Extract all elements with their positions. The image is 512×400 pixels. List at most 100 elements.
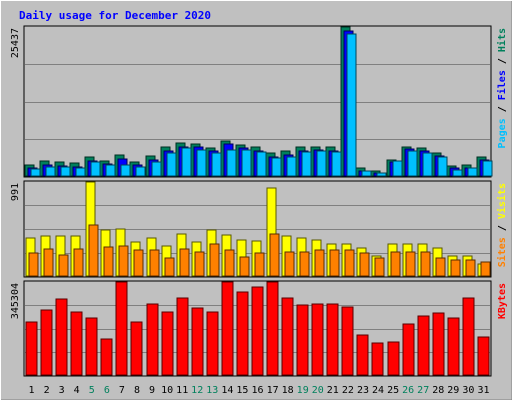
bar-pages-day-22 bbox=[346, 33, 357, 177]
bar-pages-day-17 bbox=[271, 157, 282, 177]
x-tick-label: 18 bbox=[282, 385, 294, 396]
x-tick-label: 8 bbox=[134, 385, 140, 396]
bar-sites-day-10 bbox=[164, 257, 175, 277]
bar-kbytes-day-14 bbox=[221, 281, 234, 376]
x-tick-label: 26 bbox=[402, 385, 414, 396]
x-tick-label: 15 bbox=[236, 385, 248, 396]
x-tick-label: 22 bbox=[342, 385, 354, 396]
bar-kbytes-day-31 bbox=[477, 336, 490, 376]
panel-visits-sites: 991 Sites / Visits bbox=[10, 180, 508, 278]
panel-legend: Sites / Visits bbox=[496, 183, 508, 267]
bar-sites-day-19 bbox=[299, 251, 310, 277]
chart-title: Daily usage for December 2020 bbox=[19, 9, 211, 22]
bar-pages-day-15 bbox=[241, 149, 252, 177]
x-axis-labels: 1 2 3 4 5 6 7 8 9 10 11 12 13 14 15 16 17 18 19 20 21 22 23 24 2… bbox=[28, 385, 489, 396]
bar-kbytes-day-15 bbox=[236, 291, 249, 376]
bar-sites-day-16 bbox=[254, 252, 265, 277]
legend-entry: Pages bbox=[497, 118, 508, 148]
bar-pages-day-24 bbox=[376, 172, 387, 177]
bar-sites-day-17 bbox=[269, 233, 280, 277]
bar-sites-day-4 bbox=[73, 248, 84, 277]
bar-sites-day-3 bbox=[58, 254, 69, 277]
panel-max-label: 25437 bbox=[10, 28, 21, 58]
bar-sites-day-31 bbox=[480, 261, 491, 277]
legend-entry: Hits bbox=[496, 28, 508, 52]
bar-sites-day-25 bbox=[390, 251, 401, 277]
bar-kbytes-day-6 bbox=[100, 338, 113, 376]
bar-kbytes-day-7 bbox=[115, 281, 128, 376]
bar-sites-day-11 bbox=[179, 248, 190, 277]
x-tick-label: 27 bbox=[417, 385, 429, 396]
bar-pages-day-19 bbox=[301, 151, 312, 177]
bar-pages-day-12 bbox=[196, 149, 207, 177]
bar-pages-day-2 bbox=[45, 166, 56, 177]
bar-kbytes-day-19 bbox=[296, 304, 309, 376]
bar-pages-day-9 bbox=[151, 161, 162, 177]
bar-sites-day-24 bbox=[374, 257, 385, 277]
bar-sites-day-15 bbox=[239, 256, 250, 277]
bar-sites-day-14 bbox=[224, 249, 235, 277]
bar-sites-day-21 bbox=[329, 249, 340, 277]
x-tick-label: 17 bbox=[267, 385, 279, 396]
bar-pages-day-5 bbox=[90, 161, 101, 177]
bar-kbytes-day-1 bbox=[25, 321, 38, 376]
x-tick-label: 19 bbox=[297, 385, 309, 396]
bar-kbytes-day-3 bbox=[55, 298, 68, 376]
bar-sites-day-20 bbox=[314, 249, 325, 277]
bar-kbytes-day-25 bbox=[387, 341, 400, 376]
bar-kbytes-day-2 bbox=[40, 309, 53, 376]
bar-sites-day-1 bbox=[28, 252, 39, 277]
bar-kbytes-day-29 bbox=[447, 317, 460, 376]
bar-pages-day-14 bbox=[226, 149, 237, 177]
bar-sites-day-29 bbox=[450, 259, 461, 277]
x-tick-label: 4 bbox=[74, 385, 80, 396]
bar-kbytes-day-30 bbox=[462, 297, 475, 376]
bar-sites-day-8 bbox=[133, 249, 144, 277]
bar-pages-day-13 bbox=[211, 152, 222, 177]
bar-sites-day-27 bbox=[420, 251, 431, 277]
bar-kbytes-day-21 bbox=[326, 303, 339, 376]
bar-sites-day-30 bbox=[465, 259, 476, 277]
chart-panels: 25437 Pages / Files / Hits 991 Sites / Visi… bbox=[10, 25, 508, 377]
bar-sites-day-23 bbox=[359, 252, 370, 277]
bar-pages-day-16 bbox=[256, 151, 267, 177]
x-tick-label: 31 bbox=[477, 385, 489, 396]
bar-kbytes-day-17 bbox=[266, 281, 279, 376]
panel-pages-files-hits: 25437 Pages / Files / Hits bbox=[10, 25, 508, 178]
bar-kbytes-day-18 bbox=[281, 297, 294, 376]
x-tick-label: 6 bbox=[104, 385, 110, 396]
bar-pages-day-23 bbox=[361, 170, 372, 177]
panel-kbytes: 345304 KBytes bbox=[10, 280, 508, 377]
legend-entry: KBytes bbox=[497, 283, 508, 319]
x-tick-label: 14 bbox=[221, 385, 233, 396]
bar-pages-day-1 bbox=[30, 168, 41, 177]
bar-pages-day-11 bbox=[181, 147, 192, 177]
bar-pages-day-25 bbox=[392, 160, 403, 177]
bar-pages-day-6 bbox=[105, 164, 116, 177]
bar-kbytes-day-16 bbox=[251, 286, 264, 376]
x-tick-label: 12 bbox=[191, 385, 203, 396]
x-tick-label: 3 bbox=[59, 385, 65, 396]
x-tick-label: 5 bbox=[89, 385, 95, 396]
x-tick-label: 1 bbox=[28, 385, 34, 396]
x-tick-label: 29 bbox=[447, 385, 459, 396]
bar-pages-day-21 bbox=[331, 151, 342, 177]
legend-separator: / bbox=[497, 219, 508, 237]
bar-kbytes-day-23 bbox=[356, 334, 369, 376]
x-tick-label: 7 bbox=[119, 385, 125, 396]
panel-legend: KBytes bbox=[497, 283, 508, 319]
bar-kbytes-day-5 bbox=[85, 317, 98, 376]
bar-kbytes-day-20 bbox=[311, 303, 324, 376]
bar-kbytes-day-24 bbox=[371, 342, 384, 376]
legend-separator: / bbox=[497, 100, 508, 118]
bar-sites-day-7 bbox=[118, 245, 129, 277]
bar-pages-day-29 bbox=[452, 169, 463, 177]
x-tick-label: 30 bbox=[462, 385, 474, 396]
x-tick-label: 20 bbox=[312, 385, 324, 396]
x-tick-label: 2 bbox=[44, 385, 50, 396]
bar-sites-day-13 bbox=[209, 243, 220, 277]
x-tick-label: 21 bbox=[327, 385, 339, 396]
bar-kbytes-day-12 bbox=[191, 307, 204, 376]
bar-sites-day-26 bbox=[405, 251, 416, 277]
